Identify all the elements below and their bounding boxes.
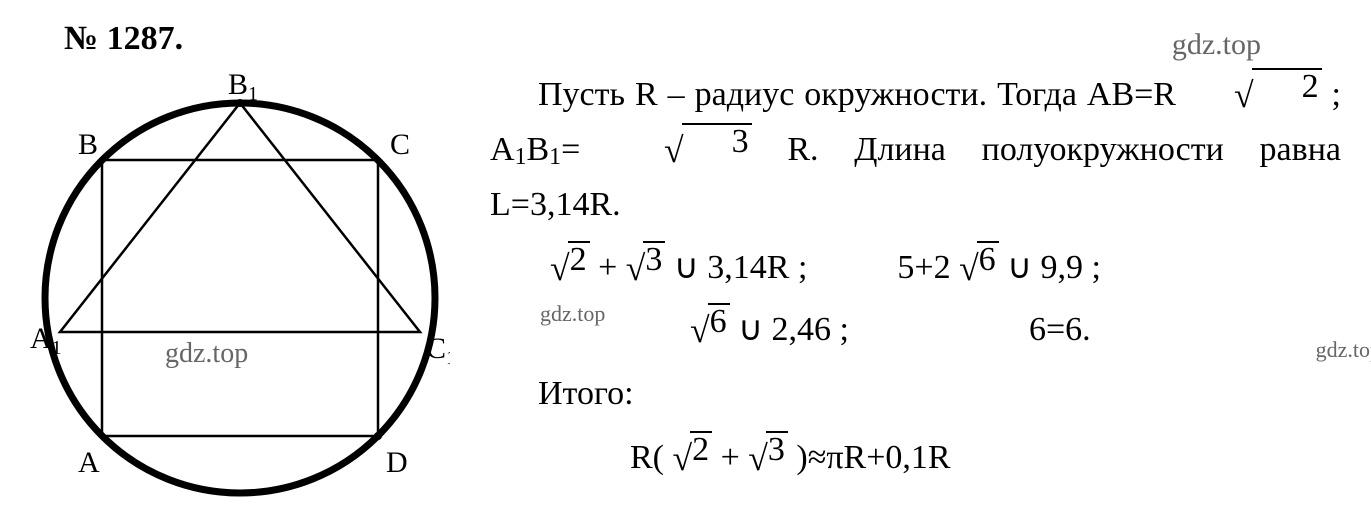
expr-1-right: 5+2 √6 ∪ 9,9 ; [897,241,1101,296]
watermark-mid-left: gdz.top [540,297,605,331]
geometry-figure: B1 B C A1 C1 A D [30,68,450,498]
label-A1: A1 [30,322,62,359]
label-B: B [78,128,98,161]
expr-2-left: √6 ∪ 2,46 ; [690,303,849,358]
label-B1: B1 [228,68,258,105]
math-line-1: √2 + √3 ∪ 3,14R ; 5+2 √6 ∪ 9,9 ; [550,241,1341,296]
paragraph-1: Пусть R – радиус окружности. Тогда AB=R … [490,68,1341,231]
final-expression: R( √2 + √3 )≈πR+0,1R [630,431,1341,486]
label-C: C [390,128,410,161]
figure-column: B1 B C A1 C1 A D gdz.top [30,68,450,488]
expr-2-right: 6=6. [1029,304,1091,357]
sqrt-3-icon: √3 [626,241,666,296]
expr-1-left: √2 + √3 ∪ 3,14R ; [550,241,807,296]
sqrt-2-icon: √2 [550,241,590,296]
sqrt-2-icon: √2 [673,431,713,486]
itogo-label: Итого: [490,368,1341,421]
math-line-2: gdz.top √6 ∪ 2,46 ; 6=6. gdz.top [690,303,1341,358]
watermark-top-right: gdz.top [1172,28,1261,62]
label-D: D [386,446,408,479]
sqrt-3-icon: √3 [616,123,752,178]
sqrt-6-icon: √6 [959,241,999,296]
sqrt-2-icon: √2 [1186,68,1322,123]
watermark-mid-right: gdz.top [1316,333,1371,367]
problem-number: № 1287. [64,20,1341,58]
sqrt-3-icon: √3 [748,431,788,486]
sqrt-6-icon: √6 [690,303,730,358]
watermark-figure: gdz.top [165,338,248,370]
p1-text-a: Пусть R – радиус окружности. Тогда AB=R [538,76,1176,113]
content-container: B1 B C A1 C1 A D gdz.top Пусть R – радиу… [30,68,1341,488]
figure-wrapper: B1 B C A1 C1 A D gdz.top [30,68,450,488]
solution-text: Пусть R – радиус окружности. Тогда AB=R … [490,68,1341,486]
label-A: A [78,446,100,479]
label-C1: C1 [426,332,450,369]
